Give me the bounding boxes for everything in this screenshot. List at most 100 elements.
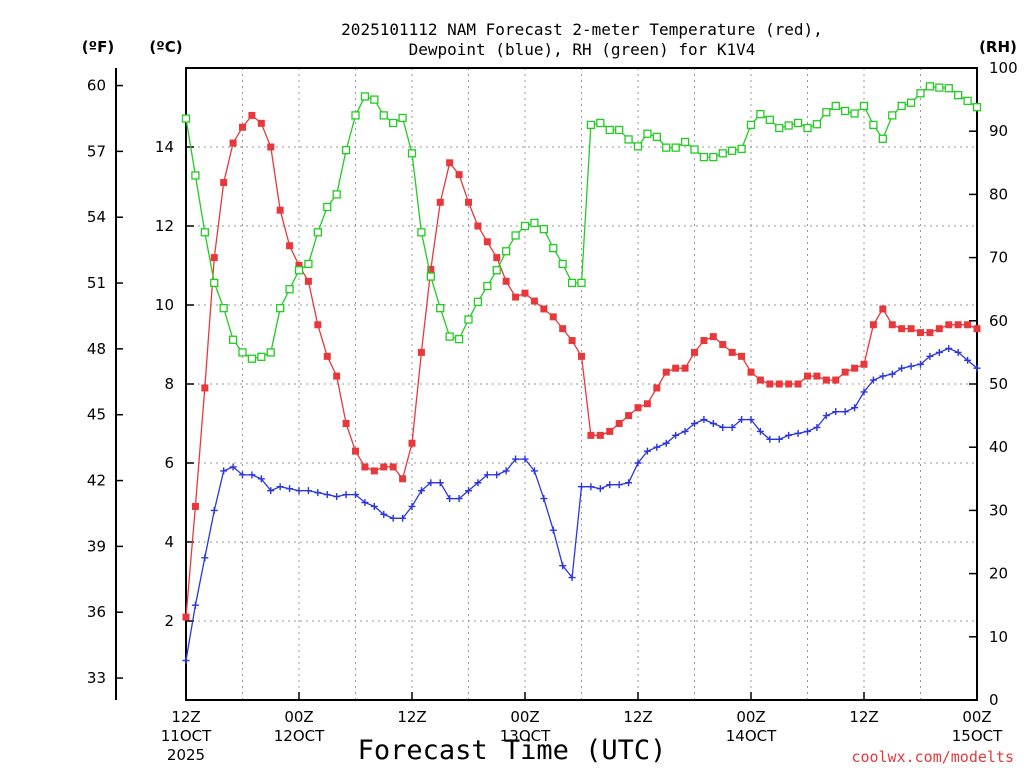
dewpoint-point xyxy=(286,485,294,493)
celsius-tick-label: 8 xyxy=(164,375,174,393)
temperature-point xyxy=(295,262,303,269)
dewpoint-point xyxy=(954,348,962,356)
dewpoint-point xyxy=(964,356,972,364)
dewpoint-point xyxy=(220,467,228,475)
temperature-point xyxy=(286,242,294,250)
temperature-point xyxy=(719,341,727,348)
rh-point xyxy=(765,115,774,124)
rh-point xyxy=(473,297,483,306)
temperature-point xyxy=(191,502,199,510)
x-tick-label: 12OCT xyxy=(274,727,325,745)
temperature-point xyxy=(964,321,972,329)
x-tick-label: 12Z xyxy=(849,708,878,726)
dewpoint-point xyxy=(559,562,567,570)
temperature-point xyxy=(239,123,246,131)
dewpoint-point xyxy=(653,443,661,451)
temperature-point xyxy=(888,321,896,329)
temperature-point xyxy=(257,119,265,127)
rh-point xyxy=(200,228,209,237)
temperature-point xyxy=(813,372,821,380)
rh-point xyxy=(483,281,492,291)
rh-point xyxy=(756,109,765,119)
dewpoint-point xyxy=(888,370,896,378)
temperature-point xyxy=(455,171,463,179)
x-tick-label: 11OCT xyxy=(161,727,212,745)
temperature-point xyxy=(540,305,548,313)
temperature-point xyxy=(493,254,501,262)
temperature-point xyxy=(182,613,190,621)
celsius-tick-label: 6 xyxy=(164,454,174,472)
rh-point xyxy=(285,285,294,294)
rh-point xyxy=(596,118,605,128)
fahrenheit-tick-label: 54 xyxy=(87,208,106,226)
rh-point xyxy=(906,98,916,107)
rh-point xyxy=(417,228,426,237)
x-axis-label: Forecast Time (UTC) xyxy=(358,735,667,766)
rh-point xyxy=(341,146,351,155)
rh-tick-label: 20 xyxy=(989,565,1008,583)
rh-point xyxy=(784,121,793,130)
temperature-point xyxy=(474,222,482,230)
dewpoint-point xyxy=(427,479,435,487)
dewpoint-point xyxy=(474,479,482,487)
temperature-point xyxy=(530,297,538,305)
dewpoint-point xyxy=(521,455,529,463)
rh-point xyxy=(803,123,812,133)
dewpoint-point xyxy=(832,408,840,416)
dewpoint-point xyxy=(794,429,802,437)
axes xyxy=(115,67,978,701)
dewpoint-point xyxy=(257,475,265,483)
rh-tick-label: 40 xyxy=(989,438,1008,456)
x-tick-label: 13OCT xyxy=(500,727,551,745)
dewpoint-point xyxy=(417,487,425,495)
rh-point xyxy=(407,149,417,158)
rh-point xyxy=(850,109,859,118)
dewpoint-point xyxy=(483,471,491,479)
tick-labels: 33 36 39 42 45 48 51 54 57 60 2 4 6 8 10 12 14 0 10 20 30 40 5… xyxy=(87,59,1018,764)
temperature-point xyxy=(907,325,915,333)
dewpoint-series xyxy=(182,344,981,664)
celsius-tick-label: 10 xyxy=(155,296,174,314)
rh-point xyxy=(502,247,511,256)
rh-point xyxy=(718,149,727,158)
dewpoint-point xyxy=(662,439,670,447)
dewpoint-point xyxy=(455,495,463,503)
rh-point xyxy=(888,111,897,120)
rh-point xyxy=(897,101,906,111)
rh-point xyxy=(436,304,445,313)
dewpoint-point xyxy=(530,467,538,475)
dewpoint-point xyxy=(672,431,680,439)
temperature-point xyxy=(672,364,680,372)
celsius-tick-label: 14 xyxy=(155,138,174,156)
temperature-point xyxy=(436,198,444,206)
temperature-point xyxy=(512,293,520,301)
dewpoint-point xyxy=(973,364,981,372)
rh-point xyxy=(520,221,530,231)
rh-point xyxy=(191,171,200,180)
dewpoint-point xyxy=(719,423,727,431)
dewpoint-point xyxy=(907,362,915,370)
dewpoint-point xyxy=(568,574,576,582)
temperature-point xyxy=(954,321,962,329)
fahrenheit-tick-label: 39 xyxy=(87,537,106,555)
dewpoint-point xyxy=(625,479,633,487)
rh-point xyxy=(539,225,548,234)
rh-point xyxy=(662,143,671,152)
dewpoint-point xyxy=(361,499,369,506)
rh-point xyxy=(935,83,944,92)
dewpoint-point xyxy=(926,352,934,360)
rh-point xyxy=(954,91,963,100)
fahrenheit-tick-label: 36 xyxy=(87,603,106,621)
temperature-point xyxy=(276,206,284,214)
dewpoint-point xyxy=(380,510,388,518)
temperature-point xyxy=(568,337,576,345)
dewpoint-point xyxy=(248,471,256,479)
rh-point xyxy=(558,259,567,269)
dewpoint-point xyxy=(898,364,906,372)
temperature-point xyxy=(483,238,491,246)
rh-point xyxy=(511,231,520,240)
temperature-point xyxy=(832,376,840,384)
rh-point xyxy=(605,125,614,135)
temperature-point xyxy=(691,348,698,356)
temperature-point xyxy=(643,400,651,408)
